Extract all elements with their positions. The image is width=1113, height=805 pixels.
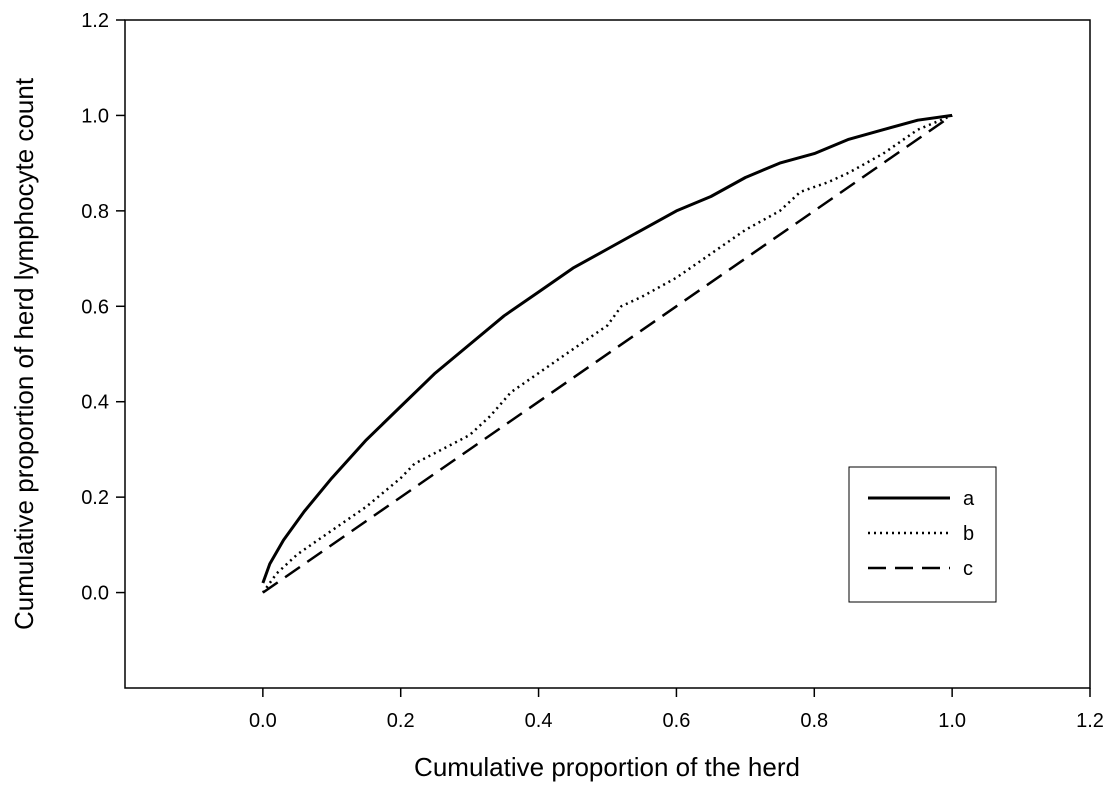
legend-box	[848, 466, 997, 603]
y-tick-label: 0.8	[81, 201, 109, 223]
y-tick-label: 0.0	[81, 583, 109, 605]
legend-label-b: b	[963, 523, 974, 545]
y-axis-title: Cumulative proportion of herd lymphocyte…	[9, 77, 39, 630]
y-tick-label: 1.0	[81, 105, 109, 127]
x-tick-label: 0.6	[663, 710, 691, 732]
series-line-a	[261, 113, 953, 584]
x-tick-label: 0.2	[387, 710, 415, 732]
series-lines	[261, 113, 953, 594]
x-tick-label: 1.2	[1076, 710, 1104, 732]
y-tick-label: 0.4	[81, 392, 109, 414]
series-line-b	[261, 114, 953, 594]
legend: abc	[848, 466, 997, 603]
x-tick-label: 0.0	[249, 710, 277, 732]
y-tick-label: 0.2	[81, 487, 109, 509]
x-tick-label: 0.8	[800, 710, 828, 732]
legend-label-a: a	[963, 488, 975, 510]
x-tick-label: 1.0	[938, 710, 966, 732]
series-line-c	[262, 114, 953, 594]
x-axis-title: Cumulative proportion of the herd	[414, 752, 800, 782]
y-tick-label: 0.6	[81, 296, 109, 318]
plot-frame	[124, 19, 1091, 689]
y-axis-ticks: 0.0 0.2 0.4 0.6 0.8 1.0 1.2	[81, 10, 125, 605]
legend-items: abc	[868, 488, 975, 580]
y-tick-label: 1.2	[81, 10, 109, 32]
x-axis-ticks: 0.0 0.2 0.4 0.6 0.8 1.0 1.2	[249, 688, 1104, 732]
legend-label-c: c	[963, 558, 973, 580]
x-tick-label: 0.4	[525, 710, 553, 732]
